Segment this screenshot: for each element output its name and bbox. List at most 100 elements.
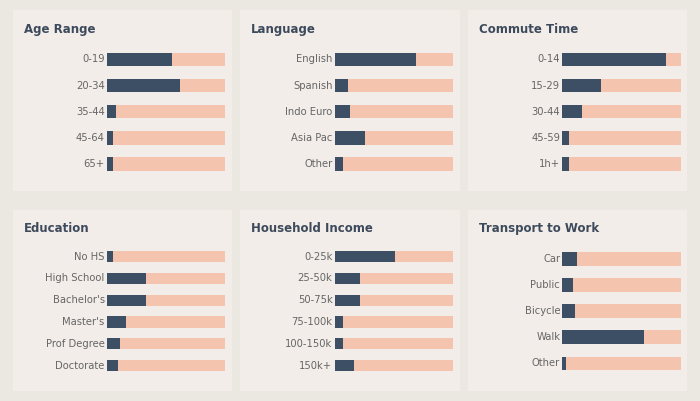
Bar <box>107 360 225 371</box>
Bar <box>562 105 582 118</box>
Text: Education: Education <box>24 222 89 235</box>
Bar <box>335 316 343 328</box>
Bar <box>335 273 453 284</box>
Bar <box>562 356 566 370</box>
Bar <box>335 105 453 118</box>
Bar <box>107 338 120 349</box>
Text: Other: Other <box>304 159 332 169</box>
Text: Bachelor's: Bachelor's <box>52 295 105 305</box>
Text: 0-19: 0-19 <box>82 55 105 65</box>
Text: Transport to Work: Transport to Work <box>479 222 599 235</box>
Text: Walk: Walk <box>536 332 560 342</box>
Bar <box>107 251 113 262</box>
Bar <box>562 131 681 145</box>
Bar <box>562 304 681 318</box>
Bar <box>562 330 681 344</box>
Bar <box>562 304 575 318</box>
Text: Language: Language <box>251 23 316 36</box>
Text: Public: Public <box>531 280 560 290</box>
Bar <box>562 330 644 344</box>
Text: 25-50k: 25-50k <box>298 273 332 284</box>
Text: 45-64: 45-64 <box>76 133 105 143</box>
Bar <box>335 295 360 306</box>
Bar <box>107 79 225 92</box>
Bar <box>335 105 350 118</box>
Text: No HS: No HS <box>74 252 105 262</box>
Text: 75-100k: 75-100k <box>291 317 332 327</box>
Text: 65+: 65+ <box>83 159 105 169</box>
Bar <box>107 316 225 328</box>
Text: 45-59: 45-59 <box>531 133 560 143</box>
Bar <box>562 53 681 66</box>
Bar <box>335 360 354 371</box>
Text: 150k+: 150k+ <box>300 360 332 371</box>
Bar <box>562 278 681 292</box>
Bar <box>107 338 225 349</box>
Text: Asia Pac: Asia Pac <box>291 133 332 143</box>
Text: Commute Time: Commute Time <box>479 23 578 36</box>
Text: Spanish: Spanish <box>293 81 332 91</box>
Text: 100-150k: 100-150k <box>285 339 332 349</box>
Bar <box>107 157 113 171</box>
Text: 15-29: 15-29 <box>531 81 560 91</box>
Bar <box>562 157 569 171</box>
Bar <box>335 131 365 145</box>
Bar <box>335 316 453 328</box>
Text: Doctorate: Doctorate <box>55 360 105 371</box>
Text: Indo Euro: Indo Euro <box>285 107 332 117</box>
Bar <box>335 131 453 145</box>
Bar <box>335 251 453 262</box>
Bar <box>562 53 666 66</box>
Bar <box>335 53 416 66</box>
Text: Household Income: Household Income <box>251 222 373 235</box>
Text: 20-34: 20-34 <box>76 81 105 91</box>
Bar <box>335 360 453 371</box>
Text: Bicycle: Bicycle <box>524 306 560 316</box>
Bar <box>107 131 225 145</box>
Text: Prof Degree: Prof Degree <box>46 339 105 349</box>
Bar <box>107 131 113 145</box>
Text: 50-75k: 50-75k <box>298 295 332 305</box>
Bar <box>562 252 578 266</box>
Bar <box>335 273 360 284</box>
Bar <box>335 338 343 349</box>
Text: Car: Car <box>543 254 560 264</box>
Bar <box>107 316 126 328</box>
Bar <box>562 252 681 266</box>
Bar <box>107 53 172 66</box>
Text: High School: High School <box>46 273 105 284</box>
Bar <box>107 157 225 171</box>
Bar <box>107 105 116 118</box>
Bar <box>335 157 343 171</box>
Bar <box>107 251 225 262</box>
Bar <box>107 273 225 284</box>
Bar <box>107 360 118 371</box>
Bar <box>562 131 569 145</box>
Text: 30-44: 30-44 <box>531 107 560 117</box>
Bar <box>335 79 453 92</box>
Bar <box>335 251 395 262</box>
Text: 0-14: 0-14 <box>538 55 560 65</box>
Bar <box>107 295 225 306</box>
Bar <box>335 79 348 92</box>
Text: English: English <box>296 55 332 65</box>
Bar <box>107 53 225 66</box>
Bar <box>107 295 146 306</box>
Text: 35-44: 35-44 <box>76 107 105 117</box>
Bar <box>562 79 681 92</box>
Bar <box>107 105 225 118</box>
Text: 1h+: 1h+ <box>539 159 560 169</box>
Bar <box>562 356 681 370</box>
Bar <box>562 105 681 118</box>
Text: 0-25k: 0-25k <box>304 252 332 262</box>
Bar <box>335 53 453 66</box>
Text: Other: Other <box>532 358 560 369</box>
Bar <box>335 295 453 306</box>
Bar <box>562 79 601 92</box>
Bar <box>107 273 146 284</box>
Bar <box>562 157 681 171</box>
Text: Age Range: Age Range <box>24 23 95 36</box>
Text: Master's: Master's <box>62 317 105 327</box>
Bar <box>335 157 453 171</box>
Bar <box>107 79 180 92</box>
